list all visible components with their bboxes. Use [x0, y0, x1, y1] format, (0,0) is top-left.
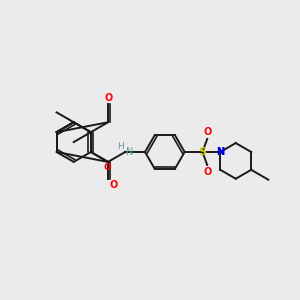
Text: N: N: [126, 147, 134, 157]
Text: N: N: [216, 147, 224, 157]
Text: S: S: [199, 147, 206, 157]
Text: O: O: [203, 167, 211, 176]
Text: O: O: [203, 128, 211, 137]
Text: O: O: [105, 93, 113, 103]
Text: H: H: [118, 142, 124, 151]
Text: O: O: [103, 163, 111, 172]
Text: N: N: [216, 147, 224, 157]
Text: O: O: [109, 180, 117, 190]
